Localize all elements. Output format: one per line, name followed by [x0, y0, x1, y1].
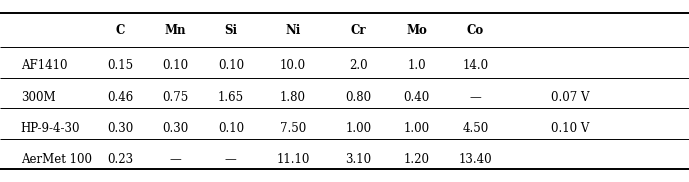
Text: 0.15: 0.15	[107, 59, 134, 72]
Text: 0.10: 0.10	[163, 59, 189, 72]
Text: —: —	[469, 91, 482, 104]
Text: 0.10: 0.10	[218, 122, 244, 135]
Text: —: —	[169, 153, 182, 166]
Text: AF1410: AF1410	[21, 59, 67, 72]
Text: 0.10 V: 0.10 V	[551, 122, 590, 135]
Text: Mn: Mn	[165, 23, 187, 37]
Text: 4.50: 4.50	[462, 122, 489, 135]
Text: 0.80: 0.80	[345, 91, 371, 104]
Text: 2.0: 2.0	[349, 59, 368, 72]
Text: 300M: 300M	[21, 91, 55, 104]
Text: —: —	[225, 153, 237, 166]
Text: 1.00: 1.00	[404, 122, 430, 135]
Text: 0.40: 0.40	[404, 91, 430, 104]
Text: 0.10: 0.10	[218, 59, 244, 72]
Text: 0.07 V: 0.07 V	[551, 91, 590, 104]
Text: 1.00: 1.00	[345, 122, 371, 135]
Text: C: C	[116, 23, 125, 37]
Text: 0.46: 0.46	[107, 91, 134, 104]
Text: 0.30: 0.30	[163, 122, 189, 135]
Text: 1.65: 1.65	[218, 91, 244, 104]
Text: 1.80: 1.80	[280, 91, 306, 104]
Text: AerMet 100: AerMet 100	[21, 153, 92, 166]
Text: 1.20: 1.20	[404, 153, 430, 166]
Text: Ni: Ni	[285, 23, 300, 37]
Text: 14.0: 14.0	[462, 59, 489, 72]
Text: 1.0: 1.0	[407, 59, 426, 72]
Text: Co: Co	[466, 23, 484, 37]
Text: 0.30: 0.30	[107, 122, 134, 135]
Text: 11.10: 11.10	[276, 153, 309, 166]
Text: Cr: Cr	[351, 23, 366, 37]
Text: 3.10: 3.10	[345, 153, 371, 166]
Text: HP-9-4-30: HP-9-4-30	[21, 122, 80, 135]
Text: Mo: Mo	[407, 23, 427, 37]
Text: Si: Si	[224, 23, 238, 37]
Text: 13.40: 13.40	[459, 153, 492, 166]
Text: 0.23: 0.23	[107, 153, 134, 166]
Text: 7.50: 7.50	[280, 122, 306, 135]
Text: 10.0: 10.0	[280, 59, 306, 72]
Text: 0.75: 0.75	[163, 91, 189, 104]
